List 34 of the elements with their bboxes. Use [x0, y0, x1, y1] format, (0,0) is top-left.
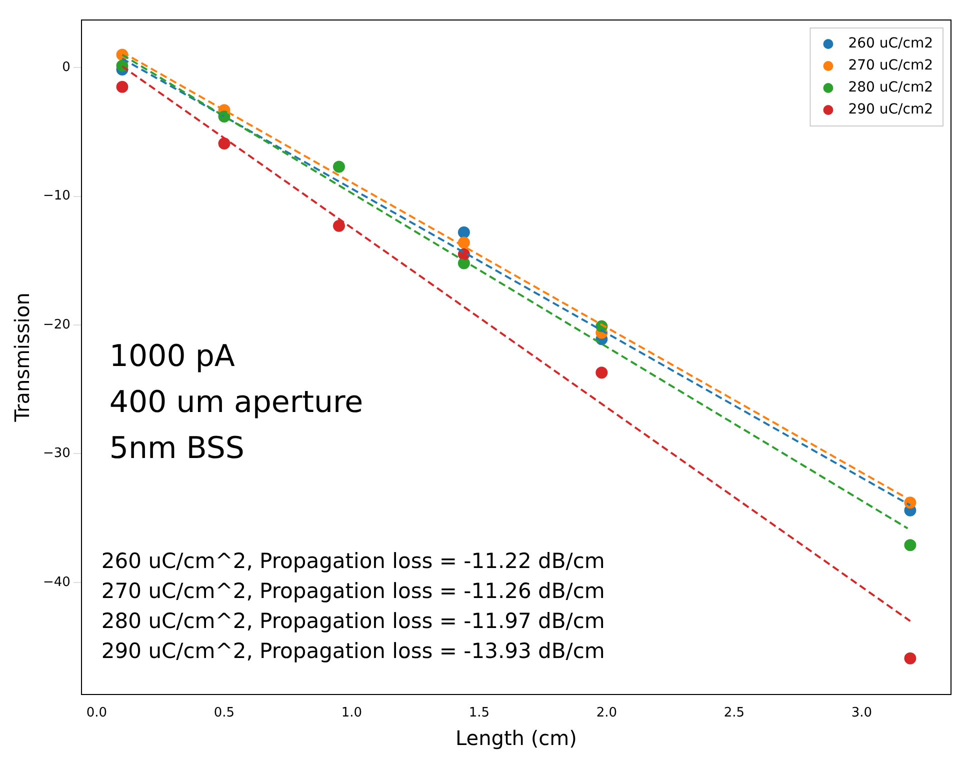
legend-label: 270 uC/cm2 — [848, 58, 933, 74]
x-tick-label: 1.5 — [468, 706, 490, 721]
x-tick-label: 2.0 — [596, 706, 618, 721]
annotation: 290 uC/cm^2, Propagation loss = -13.93 dB/cm — [101, 639, 605, 663]
point — [458, 226, 470, 238]
annotation: 1000 pA — [109, 339, 236, 374]
legend-label: 260 uC/cm2 — [848, 36, 933, 52]
annotation: 5nm BSS — [109, 431, 244, 466]
y-tick-label: −10 — [42, 188, 70, 204]
point — [458, 236, 470, 249]
y-axis-title: Transmission — [10, 292, 34, 423]
legend-label: 280 uC/cm2 — [848, 80, 933, 96]
y-tick-label: −40 — [42, 574, 70, 590]
point — [596, 366, 608, 379]
point — [904, 652, 916, 664]
y-tick-label: −30 — [42, 446, 70, 462]
point — [332, 160, 345, 173]
x-tick-label: 0.0 — [86, 706, 108, 721]
legend-label: 290 uC/cm2 — [848, 102, 933, 118]
annotation: 270 uC/cm^2, Propagation loss = -11.26 dB/cm — [101, 579, 605, 603]
x-tick-label: 2.5 — [724, 706, 745, 721]
x-tick-label: 1.0 — [341, 706, 362, 721]
x-tick-label: 0.5 — [214, 706, 235, 721]
annotation: 280 uC/cm^2, Propagation loss = -11.97 dB/cm — [101, 609, 605, 633]
annotation: 400 um aperture — [109, 385, 364, 420]
y-tick-label: 0 — [62, 60, 70, 75]
point — [218, 138, 230, 150]
x-tick-label: 3.0 — [851, 706, 872, 721]
point — [904, 539, 916, 552]
y-tick-label: −20 — [42, 317, 70, 332]
point — [116, 80, 128, 93]
point — [332, 220, 345, 232]
x-axis-title: Length (cm) — [456, 726, 577, 750]
annotation: 260 uC/cm^2, Propagation loss = -11.22 dB/cm — [101, 549, 605, 573]
